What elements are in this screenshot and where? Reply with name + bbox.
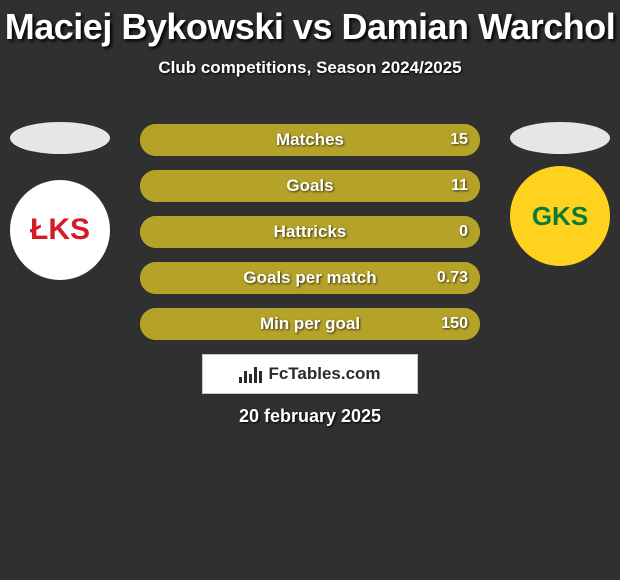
vs-text: vs xyxy=(293,6,332,47)
stat-row: Hattricks0 xyxy=(140,216,480,248)
stat-row: Goals11 xyxy=(140,170,480,202)
comparison-card: Maciej Bykowski vs Damian Warchol Club c… xyxy=(0,0,620,580)
right-club-logo: GKS xyxy=(510,166,610,266)
left-team-ellipse xyxy=(10,122,110,154)
stat-fill-right xyxy=(140,308,480,340)
stat-fill-right xyxy=(140,262,480,294)
brand-box[interactable]: FcTables.com xyxy=(202,354,418,394)
left-side: ŁKS xyxy=(0,110,120,280)
stat-fill-right xyxy=(140,124,480,156)
left-club-abbr: ŁKS xyxy=(30,213,90,247)
stat-row: Matches15 xyxy=(140,124,480,156)
right-side: GKS xyxy=(500,110,620,266)
chart-icon xyxy=(239,365,262,383)
stat-row: Goals per match0.73 xyxy=(140,262,480,294)
stat-fill-left xyxy=(140,216,310,248)
player1-name: Maciej Bykowski xyxy=(5,6,284,47)
stat-bars: Matches15 Goals11 Hattricks0 Goals per matc… xyxy=(140,124,480,340)
date-text: 20 february 2025 xyxy=(0,406,620,427)
stat-fill-right xyxy=(310,216,480,248)
stat-row: Min per goal150 xyxy=(140,308,480,340)
right-team-ellipse xyxy=(510,122,610,154)
player2-name: Damian Warchol xyxy=(341,6,615,47)
stats-stage: ŁKS Matches15 Goals11 Hattricks0 Goals per … xyxy=(0,110,620,350)
subtitle: Club competitions, Season 2024/2025 xyxy=(0,58,620,78)
right-club-abbr: GKS xyxy=(532,201,588,232)
page-title: Maciej Bykowski vs Damian Warchol xyxy=(0,0,620,48)
left-club-logo: ŁKS xyxy=(10,180,110,280)
stat-fill-right xyxy=(140,170,480,202)
brand-text: FcTables.com xyxy=(268,364,380,384)
